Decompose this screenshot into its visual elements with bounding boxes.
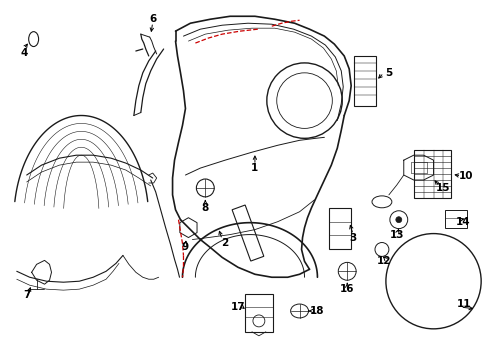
Text: 2: 2 [221,238,228,248]
Text: 3: 3 [349,233,356,243]
Bar [413,150,450,198]
Text: 6: 6 [149,14,156,24]
Bar [445,210,467,228]
Bar [232,205,264,261]
Text: 13: 13 [389,230,403,239]
Bar [328,208,350,249]
Text: 5: 5 [385,68,392,78]
Text: 11: 11 [456,299,470,309]
Text: 4: 4 [20,48,27,58]
Bar [244,294,272,332]
Circle shape [395,217,401,223]
Text: 8: 8 [201,203,208,213]
Text: 7: 7 [23,290,30,300]
Text: 9: 9 [182,243,189,252]
Bar [353,56,375,105]
Text: 17: 17 [230,302,245,312]
Text: 14: 14 [455,217,469,227]
Text: 16: 16 [339,284,354,294]
Text: 15: 15 [435,183,450,193]
Text: 18: 18 [309,306,324,316]
Text: 10: 10 [458,171,472,181]
Text: 1: 1 [251,163,258,173]
Text: 12: 12 [376,256,390,266]
